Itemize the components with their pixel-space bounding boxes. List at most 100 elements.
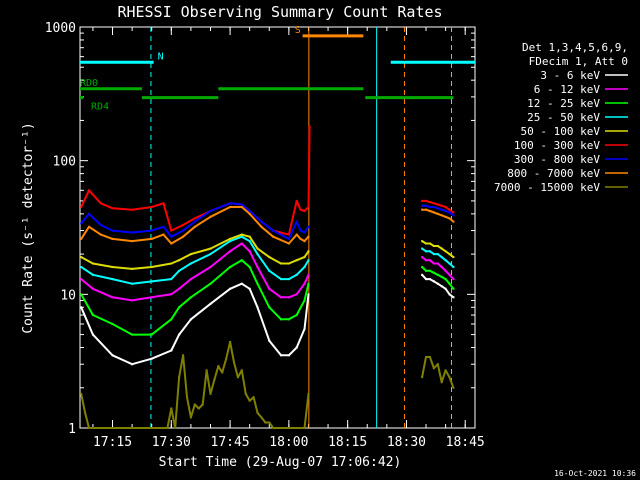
data-point-3-6-kev bbox=[287, 354, 290, 357]
data-point-50-100-kev bbox=[170, 262, 173, 265]
data-point-25-50-kev bbox=[189, 262, 192, 265]
data-point-7000-15000-kev bbox=[201, 403, 204, 406]
data-point-50-100-kev-post bbox=[421, 240, 424, 243]
y-axis-label: Count Rate (s⁻¹ detector⁻¹) bbox=[21, 122, 36, 333]
data-point-25-50-kev bbox=[229, 240, 232, 243]
data-point-7000-15000-kev bbox=[197, 407, 200, 410]
data-point-300-800-kev bbox=[80, 222, 83, 225]
data-point-100-300-kev bbox=[295, 199, 298, 202]
data-point-12-25-kev-post bbox=[432, 271, 435, 274]
legend-header-line-2: FDecim 1, Att 0 bbox=[529, 55, 628, 68]
chart-title: RHESSI Observing Summary Count Rates bbox=[117, 3, 442, 21]
data-point-50-100-kev-post bbox=[448, 253, 451, 256]
data-point-25-50-kev-post bbox=[452, 266, 455, 269]
data-point-3-6-kev bbox=[248, 287, 251, 290]
data-point-800-7000-kev-post bbox=[428, 210, 431, 213]
data-point-100-300-kev-post bbox=[440, 204, 443, 207]
data-point-50-100-kev bbox=[287, 262, 290, 265]
data-point-800-7000-kev bbox=[229, 206, 232, 209]
data-point-7000-15000-kev bbox=[252, 396, 255, 399]
legend-entry-label: 300 - 800 keV bbox=[514, 153, 600, 166]
data-point-50-100-kev bbox=[80, 256, 83, 259]
data-point-50-100-kev-post bbox=[440, 247, 443, 250]
data-point-7000-15000-kev bbox=[299, 427, 302, 429]
data-point-25-50-kev bbox=[248, 240, 251, 243]
data-point-50-100-kev bbox=[91, 262, 94, 265]
data-point-7000-15000-kev-post bbox=[448, 376, 451, 379]
data-point-300-800-kev bbox=[162, 225, 165, 228]
data-point-7000-15000-kev bbox=[303, 427, 306, 429]
data-point-50-100-kev bbox=[229, 237, 232, 240]
data-point-25-50-kev bbox=[209, 253, 212, 256]
data-point-7000-15000-kev bbox=[272, 427, 275, 429]
data-point-7000-15000-kev bbox=[107, 427, 110, 429]
data-point-6-12-kev-post bbox=[436, 262, 439, 265]
data-point-800-7000-kev bbox=[162, 233, 165, 236]
data-point-100-300-kev-post bbox=[425, 199, 428, 202]
footer-timestamp: 16-Oct-2021 10:36 bbox=[554, 469, 636, 478]
data-point-25-50-kev bbox=[287, 278, 290, 281]
data-point-25-50-kev bbox=[170, 278, 173, 281]
data-point-800-7000-kev-post bbox=[452, 220, 455, 223]
data-point-800-7000-kev-post bbox=[421, 208, 424, 211]
data-point-300-800-kev bbox=[131, 231, 134, 234]
data-point-6-12-kev bbox=[131, 299, 134, 302]
data-point-25-50-kev bbox=[240, 235, 243, 238]
data-point-3-6-kev bbox=[178, 333, 181, 336]
data-point-800-7000-kev bbox=[248, 212, 251, 215]
data-point-100-300-kev bbox=[303, 210, 306, 213]
data-point-12-25-kev bbox=[170, 318, 173, 321]
data-point-50-100-kev-post bbox=[432, 244, 435, 247]
x-tick-label: 18:15 bbox=[328, 435, 367, 450]
data-point-100-300-kev bbox=[170, 229, 173, 232]
data-point-3-6-kev bbox=[307, 293, 310, 296]
data-point-300-800-kev bbox=[170, 235, 173, 238]
data-point-12-25-kev bbox=[150, 333, 153, 336]
data-point-800-7000-kev-post bbox=[448, 217, 451, 220]
data-point-100-300-kev bbox=[111, 207, 114, 210]
data-point-7000-15000-kev bbox=[119, 427, 122, 429]
data-point-6-12-kev-post bbox=[421, 256, 424, 259]
data-point-300-800-kev-post bbox=[448, 211, 451, 214]
data-point-25-50-kev bbox=[307, 259, 310, 262]
data-point-6-12-kev bbox=[209, 266, 212, 269]
data-point-50-100-kev-post bbox=[425, 242, 428, 245]
data-point-7000-15000-kev bbox=[276, 427, 279, 429]
data-point-800-7000-kev bbox=[111, 237, 114, 240]
x-axis-label: Start Time (29-Aug-07 17:06:42) bbox=[159, 455, 402, 470]
data-point-12-25-kev bbox=[131, 333, 134, 336]
data-point-7000-15000-kev-post bbox=[428, 355, 431, 358]
data-point-7000-15000-kev bbox=[295, 427, 298, 429]
legend: Det 1,3,4,5,6,9, FDecim 1, Att 0 3 - 6 k… bbox=[494, 41, 628, 194]
data-point-300-800-kev bbox=[260, 220, 263, 223]
data-point-25-50-kev bbox=[91, 273, 94, 276]
data-point-800-7000-kev bbox=[150, 237, 153, 240]
data-point-100-300-kev-post bbox=[432, 202, 435, 205]
data-point-7000-15000-kev bbox=[213, 378, 216, 381]
data-point-50-100-kev-post bbox=[436, 244, 439, 247]
data-point-800-7000-kev-post bbox=[440, 214, 443, 217]
data-point-100-300-kev bbox=[299, 208, 302, 211]
data-point-12-25-kev-post bbox=[452, 287, 455, 290]
data-point-25-50-kev-post bbox=[425, 250, 428, 253]
data-point-12-25-kev-post bbox=[448, 282, 451, 285]
data-point-7000-15000-kev bbox=[95, 427, 98, 429]
data-point-12-25-kev-post bbox=[425, 269, 428, 272]
data-point-7000-15000-kev bbox=[205, 369, 208, 372]
data-point-50-100-kev bbox=[111, 266, 114, 269]
data-point-6-12-kev bbox=[303, 282, 306, 285]
data-point-7000-15000-kev-post bbox=[440, 381, 443, 384]
data-point-12-25-kev-post bbox=[444, 278, 447, 281]
data-point-12-25-kev bbox=[240, 259, 243, 262]
data-point-7000-15000-kev bbox=[84, 411, 87, 414]
data-point-50-100-kev-post bbox=[428, 242, 431, 245]
x-tick-label: 17:45 bbox=[211, 435, 250, 450]
legend-entry-label: 100 - 300 keV bbox=[514, 139, 600, 152]
data-point-100-300-kev bbox=[308, 125, 311, 128]
data-point-100-300-kev bbox=[193, 217, 196, 220]
data-point-300-800-kev-post bbox=[452, 214, 455, 217]
data-point-12-25-kev-post bbox=[428, 269, 431, 272]
data-point-7000-15000-kev bbox=[307, 392, 310, 395]
x-tick-label: 17:15 bbox=[93, 435, 132, 450]
